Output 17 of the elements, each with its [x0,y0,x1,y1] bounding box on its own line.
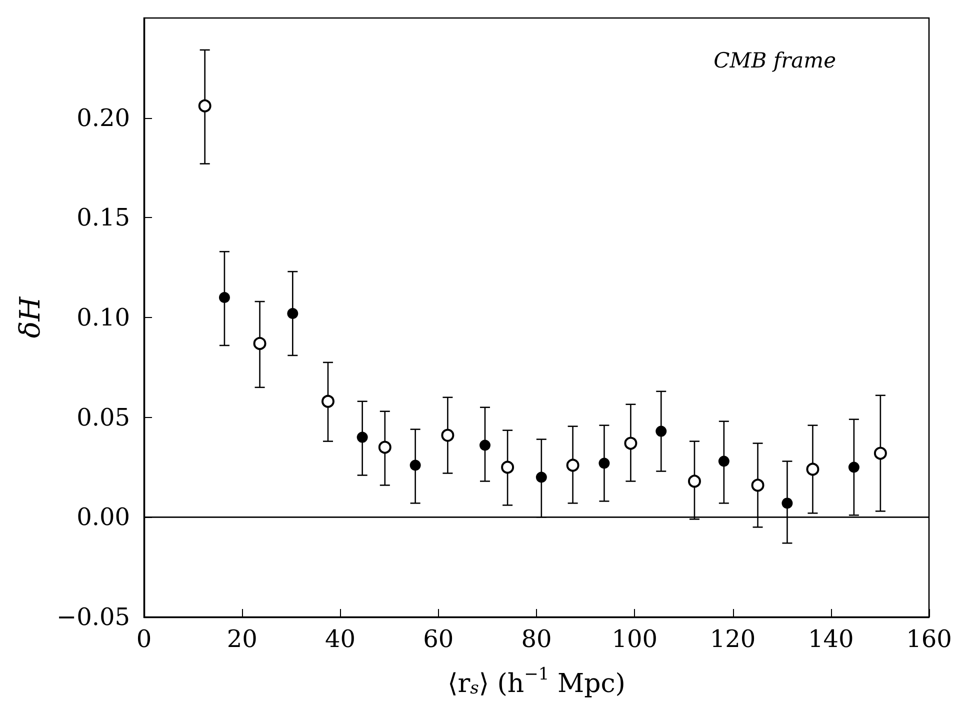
annotation: CMB frame [714,48,836,72]
x-tick-label: 40 [324,625,356,653]
y-tick-label: 0.20 [76,104,130,132]
x-tick-label: 160 [906,625,952,653]
x-tick-label: 0 [136,625,152,653]
y-tick-label: −0.05 [56,603,130,631]
y-axis-title: δH [14,296,46,338]
x-tick-label: 140 [808,625,854,653]
x-tick-label: 60 [423,625,454,653]
y-tick-label: 0.05 [76,403,130,432]
x-tick-label: 80 [521,625,552,653]
x-tick-label: 20 [226,625,258,653]
y-tick-label: 0.10 [76,304,130,332]
x-tick-label: 100 [612,625,658,653]
x-tick-label: 120 [710,625,756,653]
y-tick-label: 0.00 [76,503,130,532]
y-tick-label: 0.15 [76,204,130,232]
